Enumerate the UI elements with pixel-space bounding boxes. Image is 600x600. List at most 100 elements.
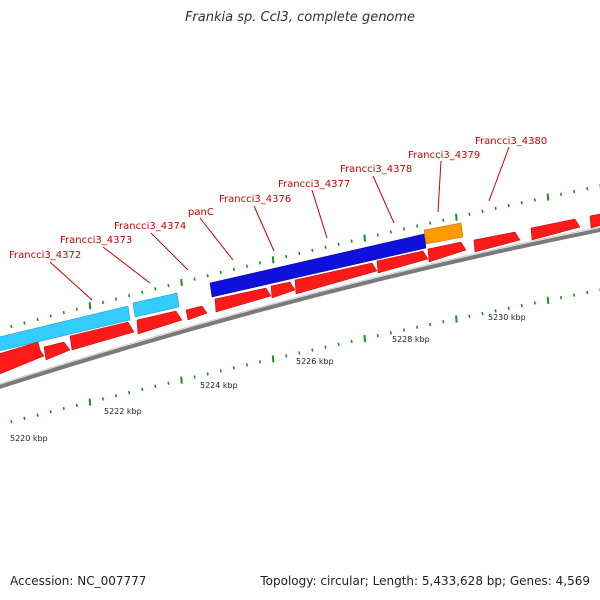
minor-tick — [442, 218, 445, 222]
minor-tick — [36, 317, 39, 322]
minor-tick — [62, 310, 65, 315]
cds-arrow[interactable] — [270, 281, 296, 299]
minor-tick — [193, 277, 196, 281]
minor-tick — [520, 303, 523, 308]
cds-arrow[interactable] — [530, 218, 581, 241]
scale-label: 5226 kbp — [296, 357, 334, 366]
cds-arrow[interactable] — [294, 262, 378, 295]
minor-tick — [167, 381, 170, 385]
scale-label: 5222 kbp — [104, 407, 142, 416]
minor-tick — [389, 230, 392, 234]
minor-tick — [402, 328, 406, 332]
cds-arrow[interactable] — [376, 250, 429, 274]
cds-arrow[interactable] — [214, 287, 272, 313]
gene-label[interactable]: Francci3_4373 — [60, 235, 132, 246]
minor-tick — [193, 375, 196, 379]
leader-lines — [49, 146, 510, 301]
leader-line — [253, 205, 275, 252]
minor-tick — [402, 227, 406, 231]
minor-tick — [206, 372, 209, 376]
minor-tick — [114, 394, 118, 398]
cds-arrow[interactable] — [427, 241, 467, 263]
gene-orange[interactable] — [423, 222, 464, 245]
major-tick — [88, 398, 92, 406]
minor-tick — [559, 192, 563, 196]
gene-label[interactable]: Francci3_4379 — [408, 150, 480, 161]
minor-tick — [429, 322, 432, 327]
minor-tick — [533, 198, 536, 202]
cds-arrow[interactable] — [185, 305, 208, 321]
minor-tick — [376, 233, 379, 237]
tick-track-lower — [10, 288, 600, 424]
major-tick — [180, 376, 183, 384]
minor-tick — [23, 416, 26, 421]
minor-tick — [206, 274, 209, 278]
gene-label[interactable]: Francci3_4376 — [219, 194, 291, 205]
minor-tick — [415, 224, 419, 228]
gene-cyan[interactable] — [0, 305, 131, 352]
minor-tick — [324, 345, 327, 349]
gene-labels: Francci3_4372 Francci3_4373 Francci3_437… — [9, 136, 547, 261]
minor-tick — [285, 254, 288, 259]
gene-cyan[interactable] — [132, 292, 180, 318]
minor-tick — [298, 251, 301, 256]
minor-tick — [573, 293, 576, 297]
minor-tick — [128, 390, 131, 395]
minor-tick — [285, 354, 288, 358]
accession-text: Accession: NC_007777 — [10, 574, 147, 588]
gene-label[interactable]: panC — [188, 207, 214, 218]
minor-tick — [232, 267, 235, 272]
leader-line — [437, 160, 442, 213]
cds-arrow[interactable] — [589, 213, 600, 229]
minor-tick — [62, 406, 65, 411]
map-title: Frankia sp. CcI3, complete genome — [184, 10, 416, 25]
minor-tick — [10, 324, 13, 329]
scale-label: 5230 kbp — [488, 313, 526, 322]
minor-tick — [219, 270, 222, 275]
major-tick — [363, 334, 367, 343]
minor-tick — [507, 203, 510, 208]
minor-tick — [586, 290, 589, 295]
leader-line — [372, 175, 395, 224]
minor-tick — [389, 331, 392, 335]
leader-line — [102, 246, 151, 284]
gene-blue[interactable] — [209, 233, 427, 298]
cds-arrow[interactable] — [0, 341, 45, 376]
minor-tick — [481, 311, 484, 316]
minor-tick — [258, 360, 262, 364]
minor-tick — [520, 201, 523, 205]
minor-tick — [154, 384, 157, 388]
minor-tick — [337, 342, 340, 346]
major-tick — [455, 213, 458, 221]
cds-arrow[interactable] — [473, 231, 521, 253]
gene-label[interactable]: Francci3_4377 — [278, 179, 350, 190]
minor-tick — [298, 351, 301, 355]
minor-tick — [494, 206, 497, 211]
gene-label[interactable]: Francci3_4374 — [114, 221, 186, 232]
major-tick — [455, 315, 458, 323]
minor-tick — [494, 309, 497, 313]
minor-tick — [337, 242, 340, 246]
minor-tick — [468, 212, 471, 216]
minor-tick — [128, 293, 131, 298]
minor-tick — [75, 403, 78, 408]
gene-label[interactable]: Francci3_4378 — [340, 164, 412, 175]
minor-tick — [481, 209, 484, 213]
minor-tick — [141, 387, 144, 392]
minor-tick — [350, 239, 353, 243]
minor-tick — [101, 300, 105, 305]
minor-tick — [573, 189, 576, 194]
cds-arrow[interactable] — [69, 321, 135, 351]
gene-track-upper — [0, 222, 464, 352]
major-tick — [180, 278, 183, 286]
leader-line — [150, 232, 189, 271]
gene-label[interactable]: Francci3_4372 — [9, 250, 81, 261]
minor-tick — [415, 325, 419, 329]
cds-arrow[interactable] — [136, 310, 183, 335]
gene-label[interactable]: Francci3_4380 — [475, 136, 547, 147]
minor-tick — [442, 320, 445, 324]
minor-tick — [167, 283, 170, 288]
major-tick — [363, 234, 367, 242]
cds-arrow[interactable] — [43, 341, 71, 361]
